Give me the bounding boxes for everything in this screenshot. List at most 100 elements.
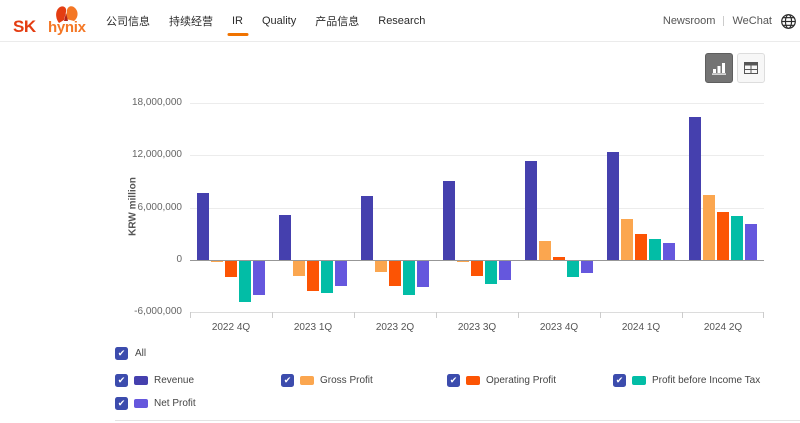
legend: All Revenue Gross Profit Operating Profit P… (115, 347, 795, 410)
x-label-2024-2q: 2024 2Q (703, 322, 743, 333)
bar-net-profit-2023-2q[interactable] (417, 260, 429, 287)
nav-item-company-info[interactable]: 公司信息 (106, 16, 150, 28)
globe-icon[interactable] (780, 13, 797, 30)
bar-net-profit-2024-2q[interactable] (745, 224, 757, 260)
x-axis-tick (518, 312, 519, 318)
gridline (190, 207, 764, 209)
bar-operating-profit-2023-2q[interactable] (389, 260, 401, 286)
bar-profit-before-income-tax-2024-2q[interactable] (731, 216, 743, 260)
x-axis-tick (190, 312, 191, 318)
x-axis-tick (763, 312, 764, 318)
bar-profit-before-income-tax-2024-1q[interactable] (649, 238, 661, 260)
x-label-2023-1q: 2023 1Q (293, 322, 333, 333)
bar-operating-profit-2023-3q[interactable] (471, 260, 483, 277)
bar-operating-profit-2023-1q[interactable] (307, 260, 319, 292)
x-axis-tick (436, 312, 437, 318)
bar-profit-before-income-tax-2023-2q[interactable] (403, 260, 415, 295)
operating-profit-color-swatch (466, 375, 480, 385)
bar-gross-profit-2023-4q[interactable] (539, 240, 551, 260)
logo-sk-text: SK (13, 17, 36, 36)
bar-gross-profit-2024-1q[interactable] (621, 218, 633, 260)
bar-net-profit-2022-4q[interactable] (253, 260, 265, 295)
bar-revenue-2023-3q[interactable] (443, 180, 455, 260)
nav-item-ir[interactable]: IR (232, 15, 243, 27)
x-axis-tick (272, 312, 273, 318)
bar-revenue-2023-4q[interactable] (525, 161, 537, 260)
bar-operating-profit-2024-2q[interactable] (717, 211, 729, 260)
legend-label: Gross Profit (320, 374, 373, 386)
financial-bar-chart: KRW million 18,000,000 12,000,000 6,000,00… (0, 92, 800, 342)
bar-gross-profit-2023-1q[interactable] (293, 260, 305, 276)
y-tick-label: 12,000,000 (131, 149, 182, 161)
bar-revenue-2023-1q[interactable] (279, 215, 291, 260)
bar-revenue-2023-2q[interactable] (361, 196, 373, 260)
bar-operating-profit-2024-1q[interactable] (635, 234, 647, 260)
x-axis-tick (600, 312, 601, 318)
main-nav: 公司信息 持续经营 IR Quality 产品信息 Research (106, 0, 425, 42)
bar-revenue-2024-2q[interactable] (689, 116, 701, 260)
logo-hynix-text: hynix (48, 19, 86, 36)
x-label-2023-3q: 2023 3Q (457, 322, 497, 333)
legend-label: Profit before Income Tax (652, 374, 761, 386)
net-profit-checkbox[interactable] (115, 396, 128, 410)
bar-profit-before-income-tax-2023-3q[interactable] (485, 260, 497, 285)
x-label-2024-1q: 2024 1Q (621, 322, 661, 333)
x-axis-tick (682, 312, 683, 318)
table-icon (744, 62, 758, 74)
bar-operating-profit-2023-4q[interactable] (553, 256, 565, 260)
bar-profit-before-income-tax-2023-1q[interactable] (321, 260, 333, 293)
bar-gross-profit-2024-2q[interactable] (703, 195, 715, 260)
bar-gross-profit-2023-3q[interactable] (457, 260, 469, 263)
legend-series-grid: Revenue Gross Profit Operating Profit Profi… (115, 373, 795, 410)
table-view-button[interactable] (737, 53, 765, 83)
revenue-checkbox[interactable] (115, 373, 128, 387)
net-profit-color-swatch (134, 398, 148, 408)
gross-profit-color-swatch (300, 375, 314, 385)
bar-gross-profit-2023-2q[interactable] (375, 260, 387, 273)
bar-operating-profit-2022-4q[interactable] (225, 260, 237, 278)
bar-chart-icon (712, 62, 726, 75)
bar-profit-before-income-tax-2023-4q[interactable] (567, 260, 579, 278)
view-toggle (705, 53, 765, 83)
bar-revenue-2022-4q[interactable] (197, 192, 209, 260)
legend-item-all: All (115, 347, 795, 360)
x-label-2023-4q: 2023 4Q (539, 322, 579, 333)
bar-net-profit-2023-1q[interactable] (335, 260, 347, 286)
divider (723, 16, 725, 26)
sk-hynix-logo[interactable]: SK hynix (11, 6, 103, 36)
profit-before-income-tax-color-swatch (632, 375, 646, 385)
site-header: SK hynix 公司信息 持续经营 IR Quality 产品信息 Resea… (0, 0, 800, 42)
x-label-2022-4q: 2022 4Q (211, 322, 251, 333)
legend-label: Operating Profit (486, 374, 557, 386)
legend-label: Revenue (154, 374, 195, 386)
bottom-divider (115, 420, 800, 421)
legend-item-operating-profit: Operating Profit (447, 373, 613, 387)
gridline (190, 103, 764, 104)
sk-butterfly-icon (56, 6, 78, 24)
nav-item-product-info[interactable]: 产品信息 (315, 16, 360, 28)
chart-view-button[interactable] (705, 53, 733, 83)
bar-gross-profit-2022-4q[interactable] (211, 260, 223, 263)
bar-revenue-2024-1q[interactable] (607, 151, 619, 260)
y-tick-label: -6,000,000 (134, 306, 182, 317)
all-checkbox[interactable] (115, 347, 128, 360)
newsroom-link[interactable]: Newsroom (662, 15, 716, 27)
bar-net-profit-2023-4q[interactable] (581, 260, 593, 273)
gridline (190, 312, 764, 313)
legend-item-profit-before-income-tax: Profit before Income Tax (613, 373, 779, 387)
legend-all-label: All (135, 348, 147, 359)
nav-item-quality[interactable]: Quality (262, 15, 297, 27)
nav-item-research[interactable]: Research (378, 15, 426, 27)
bar-net-profit-2024-1q[interactable] (663, 243, 675, 260)
profit-before-income-tax-checkbox[interactable] (613, 373, 626, 387)
plot-area (190, 103, 764, 318)
gross-profit-checkbox[interactable] (281, 373, 294, 387)
wechat-link[interactable]: WeChat (732, 15, 772, 27)
nav-item-sustainability[interactable]: 持续经营 (169, 16, 213, 28)
operating-profit-checkbox[interactable] (447, 373, 460, 387)
bar-profit-before-income-tax-2022-4q[interactable] (239, 260, 251, 302)
y-tick-label: 6,000,000 (137, 201, 183, 213)
bar-net-profit-2023-3q[interactable] (499, 260, 511, 280)
x-label-2023-2q: 2023 2Q (375, 322, 415, 333)
